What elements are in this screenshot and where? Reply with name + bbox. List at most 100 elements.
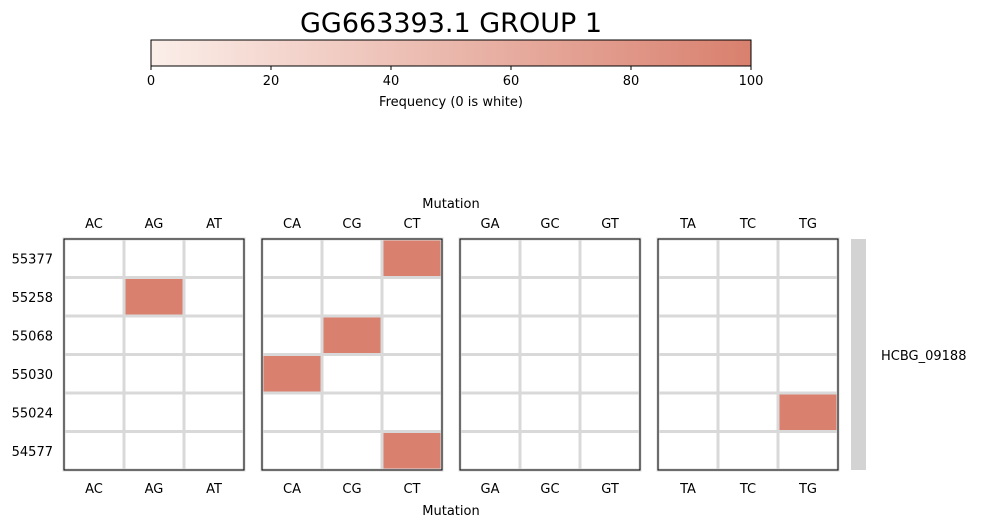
heatmap-cell [380,430,444,472]
x-tick-label-bottom: AC [85,482,103,497]
heatmap-cell [656,314,720,356]
heatmap-cell [182,430,246,472]
heatmap-cell [716,237,780,279]
heatmap-cell [320,276,384,318]
x-axis-label-bottom: Mutation [422,504,479,519]
heatmap-cell [518,391,582,433]
x-tick-label-top: CA [283,217,301,232]
heatmap-cell [320,314,384,356]
heatmap-cell [62,314,126,356]
heatmap-cell [716,430,780,472]
heatmap-panel: GA GA GC GC GT GT [458,217,642,497]
y-tick-label: 55030 [12,368,53,383]
heatmap-cell [776,430,840,472]
x-tick-label-bottom: TG [798,482,817,497]
colorbar-tick-label: 60 [503,74,520,89]
row-group-bar [851,239,866,470]
heatmap-cell [656,276,720,318]
chart-title: GG663393.1 GROUP 1 [300,8,602,39]
heatmap-cell [182,276,246,318]
heatmap-cell [518,430,582,472]
heatmap-cell [518,314,582,356]
y-tick-label: 55068 [12,329,53,344]
heatmap-cell [578,430,642,472]
x-tick-label-bottom: TA [679,482,696,497]
heatmap-cell [776,314,840,356]
panel-frame [459,238,641,471]
y-tick-label: 55258 [12,291,53,306]
heatmap-cell [578,391,642,433]
heatmap-cell [518,353,582,395]
heatmap-cell [716,314,780,356]
heatmap-cell [458,276,522,318]
panel-frame [261,238,443,471]
heatmap-cell [182,353,246,395]
heatmap-cell [458,391,522,433]
heatmap-cell [656,391,720,433]
heatmap-cell [182,391,246,433]
heatmap-cell [380,391,444,433]
heatmap-cell [458,314,522,356]
x-tick-label-bottom: GC [540,482,559,497]
heatmap-cell [776,237,840,279]
heatmap-cell [458,237,522,279]
heatmap-cell [380,237,444,279]
x-tick-label-bottom: CT [403,482,420,497]
x-axis-label-top: Mutation [422,197,479,212]
heatmap-cell [656,353,720,395]
y-tick-label: 55024 [12,406,53,421]
x-tick-label-top: GC [540,217,559,232]
heatmap-cell [380,276,444,318]
heatmap-panel: AC AC AG AG AT AT [62,217,246,497]
heatmap-cell [458,430,522,472]
heatmap-cell [320,430,384,472]
x-tick-label-bottom: TC [739,482,756,497]
heatmap-cell [122,430,186,472]
x-tick-label-top: AG [145,217,164,232]
colorbar-tick-label: 40 [383,74,400,89]
x-tick-label-top: TC [739,217,756,232]
x-tick-label-bottom: CG [342,482,361,497]
x-tick-label-bottom: GT [601,482,619,497]
panel-frame [657,238,839,471]
heatmap-cell [122,314,186,356]
heatmap-cell [122,237,186,279]
y-tick-label: 55377 [12,252,53,267]
heatmap-cell [776,276,840,318]
heatmap-cell [776,353,840,395]
heatmap-cell [260,314,324,356]
heatmap-cell [518,237,582,279]
x-tick-label-bottom: AT [206,482,222,497]
heatmap-cell [122,391,186,433]
heatmap-cell [656,237,720,279]
heatmap-cell [656,430,720,472]
heatmap-cell [716,391,780,433]
x-tick-label-top: GT [601,217,619,232]
heatmap-cell [62,353,126,395]
colorbar-tick-label: 0 [147,74,155,89]
x-tick-label-top: TA [679,217,696,232]
x-tick-label-top: CT [403,217,420,232]
colorbar-tick-label: 20 [263,74,280,89]
heatmap-cell [122,353,186,395]
heatmap-panel: TA TA TC TC TG TG [656,217,840,497]
row-group-label: HCBG_09188 [881,349,966,364]
heatmap-cell [62,391,126,433]
heatmap-cell [380,314,444,356]
y-tick-label: 54577 [12,445,53,460]
heatmap-cell [260,430,324,472]
heatmap-cell [578,237,642,279]
x-tick-label-top: GA [481,217,500,232]
heatmap-cell [380,353,444,395]
colorbar-tick-label: 80 [623,74,640,89]
heatmap-cell [260,237,324,279]
heatmap-cell [320,237,384,279]
x-tick-label-top: TG [798,217,817,232]
heatmap-cell [320,353,384,395]
heatmap-cell [716,276,780,318]
x-tick-label-top: CG [342,217,361,232]
heatmap-cell [182,237,246,279]
heatmap-cell [578,276,642,318]
heatmap-cell [578,353,642,395]
